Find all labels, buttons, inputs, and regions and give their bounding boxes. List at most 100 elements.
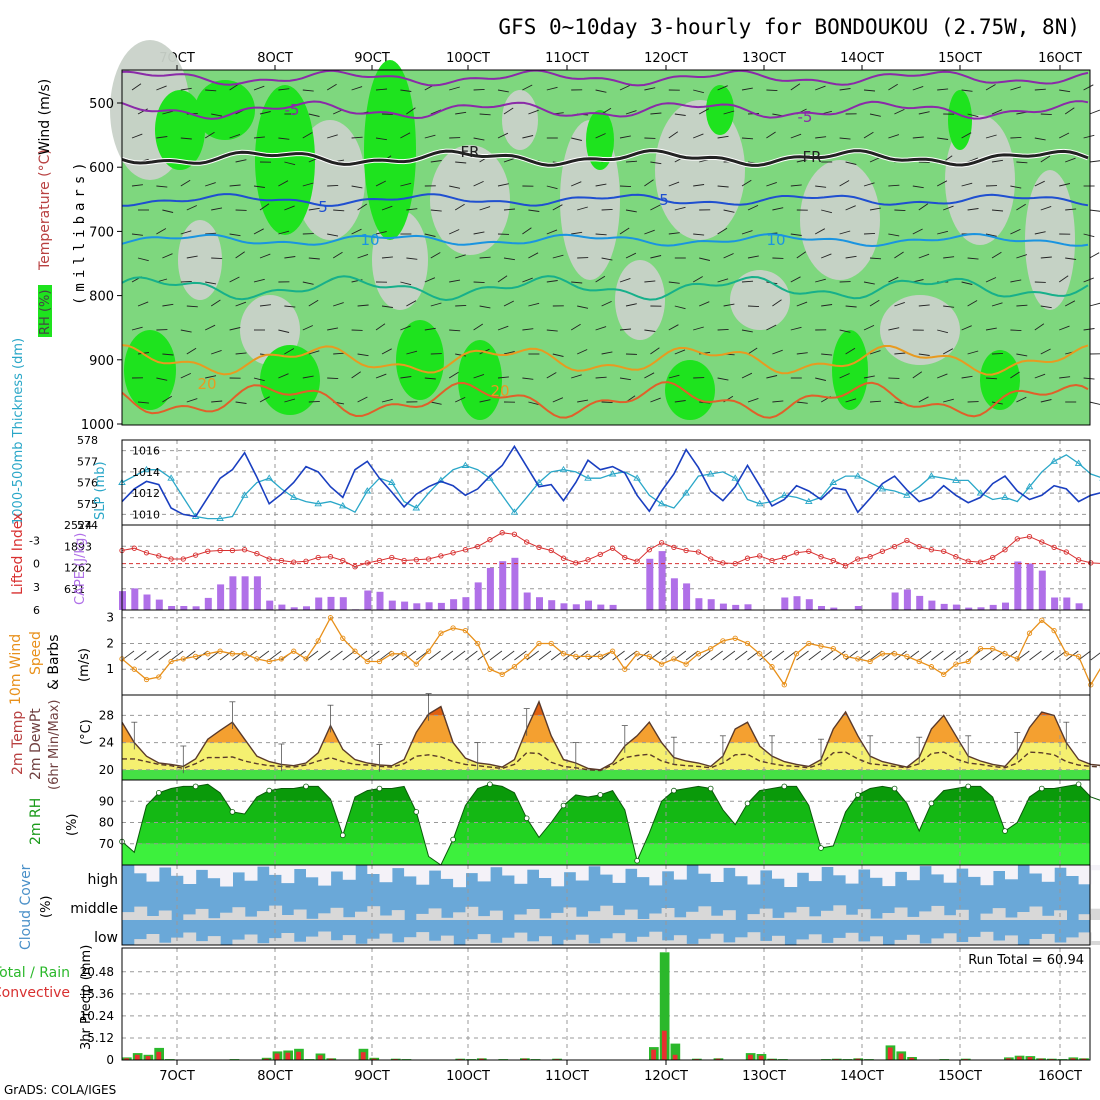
precip-convective-bar [715,1058,721,1060]
wind-barb [552,254,564,259]
wind-barb [985,327,997,331]
wind-barb [253,278,265,283]
wind-speed-marker [720,638,726,644]
wind-barb [943,650,956,661]
thickness-marker [314,499,322,507]
wind-barb [717,135,729,139]
rh-marker [450,836,456,843]
wind-speed-marker [131,666,137,672]
wind-barb [1064,107,1075,115]
wind-speed-marker [830,645,836,652]
cloud-clear-segment [416,913,430,920]
wind-barb [253,136,265,139]
cloud-clear-segment [379,915,393,920]
wind-barb [497,89,509,93]
wind-barb [906,650,920,661]
temp-tick-label: 24 [99,736,114,750]
lifted-index-marker [806,548,812,554]
wind-barb [936,180,948,187]
wind-barb [1016,161,1028,164]
thickness-marker [289,493,298,500]
cloud-clear-segment [244,916,258,920]
wind-barb [1083,84,1094,91]
cloud-clear-segment [134,939,148,945]
wind-barb [131,133,143,139]
cape-bar [204,597,212,610]
lifted-index-marker [511,531,518,537]
wind-speed-marker [744,640,751,647]
cloud-clear-segment [281,915,295,920]
wind-barb [308,113,320,117]
wind-barb [162,253,173,259]
cloud-clear-segment [514,914,528,920]
cloud-clear-segment [1041,915,1055,920]
cloud-clear-segment [551,912,565,920]
wind-barb [503,351,515,355]
wind-barb [430,401,442,405]
precip-convective-bar [909,1057,915,1060]
wind-barb [601,208,613,211]
wind-barb [381,256,393,259]
wind-barb [723,253,734,259]
rh-marker [266,787,273,794]
wind-barb [211,207,223,211]
cloud-clear-segment [502,865,516,876]
cloud-clear-segment [1054,942,1067,945]
wind-speed-marker [806,640,812,647]
pressure-tick-label: 900 [89,354,114,369]
cloud-clear-segment [281,933,295,945]
bottom-date-label: 8OCT [257,1069,293,1084]
wind-barb [741,372,753,379]
cloud-clear-segment [968,936,982,945]
wind-barb [235,401,247,404]
precip-convective-bar [285,1052,291,1060]
cape-bar [486,567,494,610]
wind-speed-marker [560,651,567,657]
wind-barb [134,650,147,661]
cloud-clear-segment [318,913,332,920]
wind-barb [839,137,851,140]
wind-barb [918,396,929,403]
rh-marker [156,789,162,796]
wind-barb [863,281,875,285]
lifted-index-label: Lifted Index [10,513,26,595]
wind-barb [815,136,827,139]
thickness-marker [927,472,936,479]
wind-barb [693,233,705,236]
wind-barb [284,398,296,403]
wind-speed-marker [597,653,603,660]
temp-tick-label: 20 [99,763,114,777]
pressure-tick-label: 700 [89,225,114,240]
precip-convective-bar [360,1052,366,1060]
rh-moist-area [458,340,502,420]
precip-convective-bar [134,1054,140,1060]
wind-barb [1040,113,1052,116]
cloud-clear-segment [784,865,798,887]
cloud-clear-segment [489,865,503,868]
wind-barb [845,650,858,661]
cloud-clear-segment [269,905,283,920]
wind-barb [503,300,515,307]
wind-barb [571,281,583,284]
wind-barb [327,233,339,237]
wind-barb [863,89,876,92]
wind-barb [1040,399,1052,403]
cloud-clear-segment [428,940,442,945]
wind-barb [595,376,607,379]
precip-tick-label: 20.48 [80,965,114,979]
wind-barb [333,209,345,212]
wind-barb [1040,155,1051,163]
top-date-label: 10OCT [446,51,490,66]
bottom-date-label: 16OCT [1038,1069,1082,1084]
cloud-clear-segment [122,912,135,920]
cloud-clear-segment [1041,865,1055,882]
slp-tick-label: 1010 [132,508,160,521]
wind-barb [985,233,997,237]
cloud-clear-segment [845,914,859,920]
wind-barb [619,135,631,139]
wind-barb [375,323,386,331]
wind-barb [692,276,703,283]
cloud-clear-segment [796,865,810,873]
rh-marker [376,785,383,792]
wind-barb [186,305,198,308]
